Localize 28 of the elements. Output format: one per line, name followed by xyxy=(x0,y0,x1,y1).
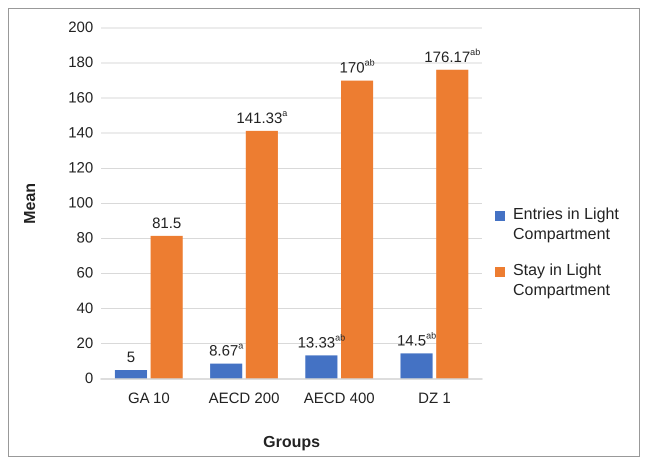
x-axis-title: Groups xyxy=(263,434,320,451)
x-tick-label: GA 10 xyxy=(128,390,170,407)
x-tick-label: AECD 200 xyxy=(208,390,280,407)
bar xyxy=(436,70,468,378)
bar xyxy=(246,130,278,378)
legend-label: Entries in Light Compartment xyxy=(513,205,620,245)
bar xyxy=(305,355,338,378)
y-axis-title: Mean xyxy=(22,182,40,224)
y-tick-label: 0 xyxy=(84,370,94,387)
legend-label: Stay in Light Compartment xyxy=(513,261,611,301)
data-label: 81.5 xyxy=(152,214,182,232)
y-tick-label: 140 xyxy=(68,124,94,142)
bar xyxy=(114,370,148,378)
y-tick-label: 60 xyxy=(76,264,94,282)
y-tick-label: 40 xyxy=(76,300,94,317)
y-tick-label: 100 xyxy=(68,194,94,212)
y-tick-label: 200 xyxy=(68,19,94,36)
x-tick-label: AECD 400 xyxy=(304,390,375,407)
y-tick-label: 20 xyxy=(76,334,94,352)
y-tick-label: 120 xyxy=(68,159,94,176)
y-tick-label: 180 xyxy=(68,54,94,72)
y-tick-label: 160 xyxy=(68,89,94,106)
data-label: 5 xyxy=(126,349,136,366)
bar xyxy=(150,236,183,378)
x-tick-label: DZ 1 xyxy=(418,390,451,407)
y-tick-label: 80 xyxy=(76,230,94,247)
bar xyxy=(210,364,242,378)
bar xyxy=(400,353,433,378)
